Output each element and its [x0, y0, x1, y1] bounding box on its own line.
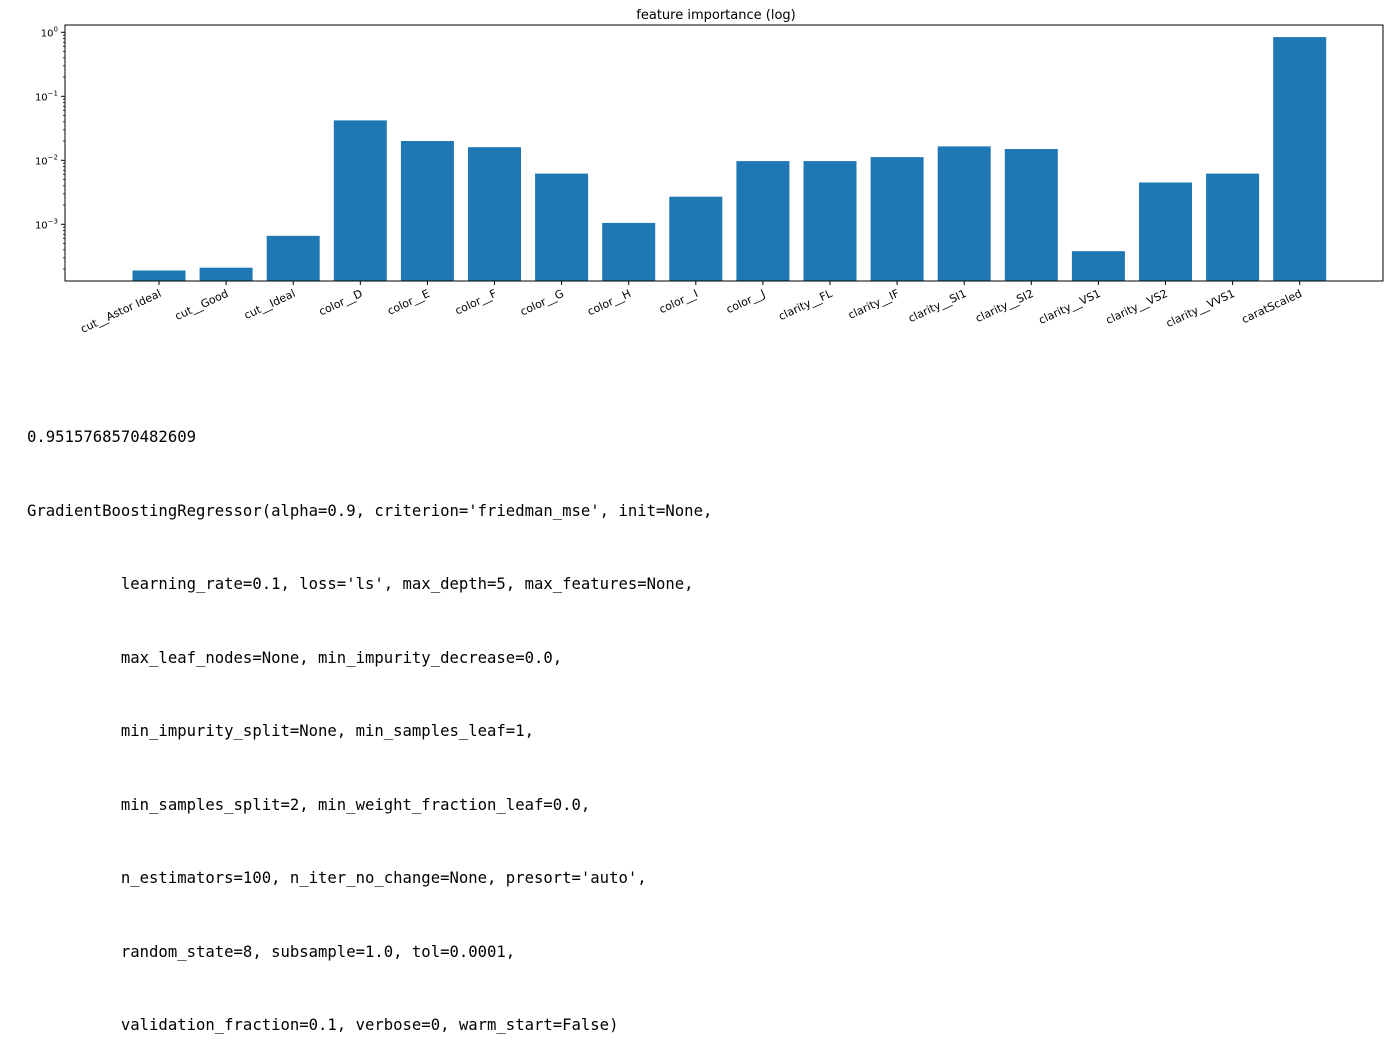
x-tick-label: clarity__SI2 [973, 287, 1035, 325]
plot-area-frame [64, 24, 1384, 282]
bar-clarity-si1 [937, 146, 991, 281]
model-repr-line: min_samples_split=2, min_weight_fraction… [27, 795, 591, 814]
bars-group [132, 37, 1327, 282]
x-tick-label: color__I [657, 287, 700, 316]
x-tick-label: color__H [585, 287, 633, 318]
x-tick-label: color__F [453, 287, 499, 318]
x-tick-label: cut__Ideal [242, 287, 297, 322]
bar-clarity-fl [803, 161, 857, 281]
bar-caratscaled [1273, 37, 1327, 281]
bar-clarity-si2 [1004, 149, 1058, 281]
bar-color-d [333, 120, 387, 282]
x-tick-label: color__E [385, 287, 431, 318]
model-repr-line: max_leaf_nodes=None, min_impurity_decrea… [27, 648, 563, 667]
bar-color-f [468, 147, 521, 281]
x-tick-label: clarity__FL [776, 287, 835, 324]
x-tick-label: clarity__VS2 [1104, 287, 1170, 327]
chart-title: feature importance (log) [636, 8, 795, 23]
bar-color-g [535, 173, 589, 281]
model-repr-line: validation_fraction=0.1, verbose=0, warm… [27, 1016, 619, 1034]
bar-clarity-if [870, 157, 924, 281]
bar-cut-good [199, 267, 253, 281]
x-tick-label: clarity__VS1 [1037, 287, 1103, 327]
x-axis-ticks: cut__Astor Ideal cut__Good cut__Ideal color… [79, 281, 1304, 336]
x-tick-label: cut__Astor Ideal [79, 287, 164, 336]
x-tick-label: clarity__SI1 [906, 287, 968, 325]
score-output-line: 0.9515768570482609 [27, 428, 196, 446]
model-repr-line: min_impurity_split=None, min_samples_lea… [27, 722, 534, 740]
x-tick-label: color__D [317, 287, 365, 318]
y-tick-label: 10−3 [35, 217, 58, 231]
y-axis-ticks: 100 10−1 10−2 10−3 [35, 25, 65, 270]
x-tick-label: cut__Good [173, 287, 230, 323]
model-repr-line: random_state=8, subsample=1.0, tol=0.000… [27, 942, 516, 961]
bar-color-i [669, 196, 723, 281]
x-tick-label: caratScaled [1240, 287, 1304, 326]
bar-color-e [400, 141, 454, 281]
bar-clarity-vs2 [1139, 182, 1192, 281]
x-tick-label: color__G [518, 287, 566, 318]
cell-output: 0.9515768570482609 GradientBoostingRegre… [27, 376, 1387, 1062]
y-tick-label: 10−1 [35, 89, 58, 103]
x-tick-label: clarity__VVS1 [1164, 287, 1237, 330]
y-tick-label: 100 [41, 25, 58, 39]
bar-clarity-vvs1 [1206, 173, 1260, 281]
x-tick-label: clarity__IF [846, 287, 901, 322]
feature-importance-chart: feature importance (log) 100 10−1 10−2 10−3… [35, 8, 1384, 336]
bar-clarity-vs1 [1071, 251, 1125, 281]
bar-color-j [736, 161, 790, 281]
model-repr-line: learning_rate=0.1, loss='ls', max_depth=… [27, 575, 694, 593]
bar-cut-ideal [266, 235, 320, 281]
bar-color-h [602, 222, 656, 281]
bar-cut-astor-ideal [132, 270, 186, 281]
y-tick-label: 10−2 [35, 153, 58, 167]
x-tick-label: color__J [724, 287, 767, 316]
model-repr-line: n_estimators=100, n_iter_no_change=None,… [27, 869, 647, 887]
model-repr-line: GradientBoostingRegressor(alpha=0.9, cri… [27, 501, 713, 520]
